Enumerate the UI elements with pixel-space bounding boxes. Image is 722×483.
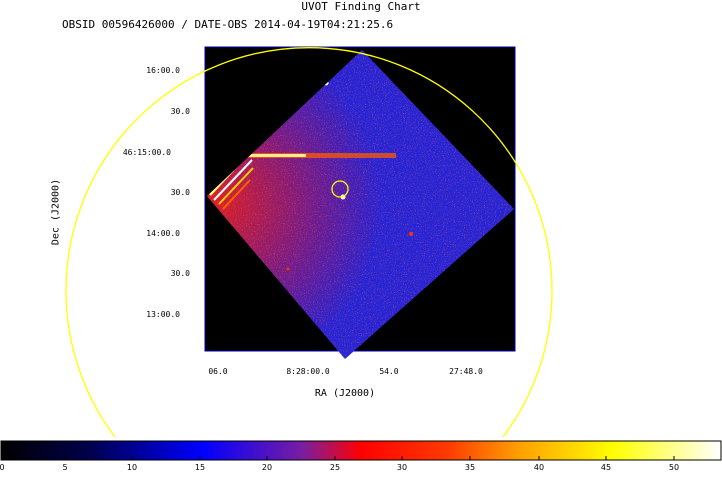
colorbar-tick-label: 40 bbox=[533, 463, 545, 472]
colorbar-tick-label: 30 bbox=[396, 463, 408, 472]
colorbar-tick-label: 0 bbox=[0, 463, 5, 472]
x-tick-label: 06.0 bbox=[208, 367, 228, 376]
faint-source bbox=[409, 232, 413, 236]
colorbar-tick-label: 35 bbox=[464, 463, 476, 472]
colorbar-tick-label: 45 bbox=[600, 463, 612, 472]
x-tick-label: 8:28:00.0 bbox=[286, 367, 330, 376]
chart-subtitle: OBSID 00596426000 / DATE-OBS 2014-04-19T… bbox=[62, 18, 394, 31]
colorbar-tick-label: 50 bbox=[668, 463, 680, 472]
colorbar-tick-label: 20 bbox=[261, 463, 273, 472]
x-tick-label: 27:48.0 bbox=[449, 367, 483, 376]
y-tick-label: 14:00.0 bbox=[146, 229, 180, 238]
y-tick-label: 30.0 bbox=[170, 269, 190, 278]
fov-circle bbox=[65, 47, 553, 438]
y-tick-label: 13:00.0 bbox=[146, 310, 180, 319]
colorbar-ticks bbox=[0, 456, 675, 460]
colorbar bbox=[0, 440, 722, 461]
y-tick-label: 30.0 bbox=[170, 107, 190, 116]
y-tick-label: 46:15:00.0 bbox=[122, 148, 171, 157]
bright-streak bbox=[246, 153, 396, 158]
x-tick-label: 54.0 bbox=[379, 367, 399, 376]
colorbar-tick-label: 25 bbox=[329, 463, 341, 472]
y-tick-label: 30.0 bbox=[170, 188, 190, 197]
colorbar-tick-label: 5 bbox=[62, 463, 68, 472]
chart-title: UVOT Finding Chart bbox=[301, 0, 421, 13]
x-axis-label: RA (J2000) bbox=[314, 388, 376, 399]
colorbar-tick-label: 15 bbox=[194, 463, 206, 472]
y-axis-label: Dec (J2000) bbox=[50, 178, 62, 246]
target-circle bbox=[331, 180, 349, 198]
colorbar-tick-label: 10 bbox=[126, 463, 138, 472]
faint-source bbox=[286, 267, 290, 271]
y-tick-label: 16:00.0 bbox=[146, 66, 180, 75]
